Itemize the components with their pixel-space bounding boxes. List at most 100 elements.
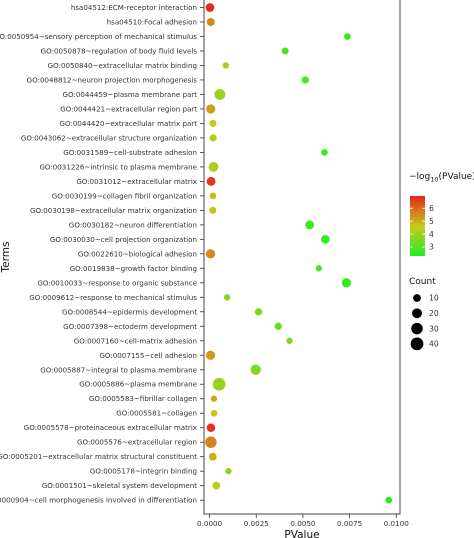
- term-label: GO:0022610~biological adhesion: [78, 249, 197, 258]
- data-point: [212, 481, 221, 490]
- term-label: GO:0005578~proteinaceous extracellular m…: [24, 423, 197, 432]
- data-point: [250, 364, 261, 375]
- size-legend-label: 40: [429, 340, 439, 349]
- y-axis-ticks: [200, 7, 204, 501]
- size-legend-items: 10 20 30 40: [410, 294, 439, 351]
- data-point: [205, 3, 215, 12]
- data-point: [209, 206, 217, 214]
- data-point: [315, 265, 322, 272]
- data-point: [208, 452, 217, 461]
- term-label: GO:0031012~extracellular matrix: [76, 177, 197, 186]
- term-label: GO:0031589~cell-substrate adhesion: [63, 148, 197, 157]
- data-point: [301, 76, 309, 84]
- term-label: GO:0030198~extracellular matrix organiza…: [30, 206, 197, 215]
- data-point: [254, 308, 263, 316]
- data-points: [205, 3, 393, 504]
- term-label: GO:0030199~collagen fibril organization: [52, 191, 197, 200]
- size-legend-label: 20: [429, 309, 439, 318]
- term-label: GO:0005887~integral to plasma membrane: [40, 365, 197, 374]
- term-label: GO:0044421~extracellular region part: [60, 104, 197, 113]
- plot-panel: [203, 0, 401, 515]
- term-label: GO:0030182~neuron differentiation: [69, 220, 197, 229]
- data-point: [214, 89, 226, 100]
- data-point: [206, 104, 216, 114]
- data-point: [209, 119, 217, 128]
- term-label: GO:0043062~extracellular structure organ…: [21, 133, 197, 142]
- term-labels: hsa04512:ECM-receptor interaction hsa0451…: [0, 3, 197, 505]
- term-label: GO:0005583~fibrillar collagen: [89, 394, 197, 403]
- data-point: [210, 409, 218, 417]
- data-point: [281, 47, 289, 55]
- term-label: GO:0005201~extracellular matrix structur…: [0, 452, 197, 461]
- term-label: GO:0007398~ectoderm development: [63, 322, 197, 331]
- size-legend-label: 30: [429, 324, 439, 333]
- term-label: hsa04512:ECM-receptor interaction: [71, 3, 197, 12]
- term-label: GO:0010033~response to organic substance: [37, 278, 197, 287]
- x-axis-ticks: 0.0000 0.0025 0.0050 0.0075 0.0100: [197, 514, 409, 528]
- x-tick-label: 0.0025: [244, 519, 269, 528]
- x-tick-label: 0.0050: [290, 519, 316, 528]
- data-point: [286, 337, 293, 344]
- term-label: GO:0050840~extracellular matrix binding: [48, 61, 197, 70]
- size-legend: Count 10 20 30 40: [409, 277, 439, 351]
- term-label: GO:0007160~cell-matrix adhesion: [74, 336, 197, 345]
- data-point: [209, 192, 217, 200]
- data-point: [209, 134, 217, 142]
- data-point: [274, 322, 282, 330]
- data-point: [223, 294, 231, 301]
- y-axis-title: Terms: [0, 242, 12, 274]
- data-point: [208, 162, 219, 172]
- data-point: [206, 17, 215, 27]
- data-point: [341, 278, 352, 288]
- size-legend-dot: [412, 308, 422, 319]
- data-point: [206, 176, 216, 186]
- term-label: GO:0005886~plasma membrane: [79, 380, 197, 389]
- term-label: GO:0044459~plasma membrane part: [62, 90, 197, 99]
- data-point: [321, 149, 328, 156]
- term-label: GO:0007155~cell adhesion: [99, 351, 197, 360]
- size-legend-title: Count: [409, 277, 436, 287]
- data-point: [206, 423, 216, 432]
- term-label: GO:0005581~collagen: [116, 409, 197, 418]
- data-point: [205, 350, 216, 360]
- term-label: hsa04510:Focal adhesion: [107, 17, 197, 26]
- color-legend-bar: [410, 196, 425, 256]
- data-point: [320, 234, 330, 244]
- x-tick-label: 0.0000: [197, 519, 223, 528]
- term-label: GO:0008544~epidermis development: [62, 307, 197, 316]
- color-legend-ticks: 3 4 5 6: [410, 204, 434, 252]
- term-label: GO:0000904~cell morphogenesis involved i…: [0, 496, 197, 505]
- x-tick-label: 0.0075: [337, 519, 362, 528]
- data-point: [212, 377, 226, 391]
- x-axis-title: PValue: [284, 529, 319, 538]
- size-legend-dot: [411, 322, 423, 335]
- data-point: [205, 249, 216, 259]
- x-tick-label: 0.0100: [384, 519, 410, 528]
- term-label: GO:0030030~cell projection organization: [50, 235, 197, 244]
- data-point: [385, 496, 393, 504]
- term-label: GO:0031226~intrinsic to plasma membrane: [39, 162, 197, 171]
- term-label: GO:0009612~response to mechanical stimul…: [29, 293, 197, 302]
- color-tick-label: 3: [429, 243, 434, 252]
- data-point: [305, 220, 315, 230]
- color-legend-title: −log10(PValue): [409, 172, 474, 184]
- term-label: GO:0048812~neuron projection morphogenes…: [27, 75, 198, 84]
- term-label: GO:0044420~extracellular matrix part: [60, 119, 198, 128]
- color-legend: −log10(PValue) 3 4 5 6: [409, 172, 474, 256]
- data-point: [210, 395, 218, 402]
- size-legend-label: 10: [429, 294, 439, 303]
- color-tick-label: 6: [429, 204, 434, 213]
- term-label: GO:0005178~integrin binding: [90, 467, 197, 476]
- data-point: [222, 62, 230, 69]
- term-label: GO:0001501~skeletal system development: [42, 481, 197, 490]
- term-label: GO:0019838~growth factor binding: [70, 264, 197, 273]
- data-point: [344, 33, 351, 40]
- term-label: GO:0005576~extracellular region: [77, 438, 197, 447]
- size-legend-dot: [413, 294, 421, 302]
- color-tick-label: 5: [429, 217, 434, 226]
- term-label: GO:0050878~regulation of body fluid leve…: [41, 46, 198, 55]
- data-point: [225, 468, 232, 475]
- term-label: GO:0050954~sensory perception of mechani…: [0, 32, 197, 41]
- data-point: [205, 436, 217, 448]
